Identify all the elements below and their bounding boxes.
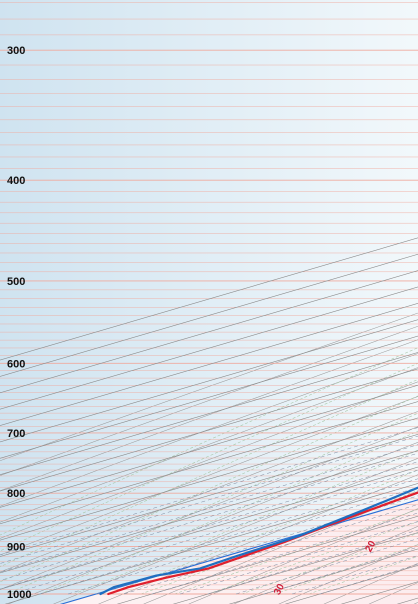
mixing-ratio-line <box>0 427 418 556</box>
mixing-ratio-line <box>95 495 418 595</box>
pressure-tick-label: 400 <box>7 175 25 187</box>
isotherm-labels: -50-40-30-20-100102030 <box>272 539 378 597</box>
mixing-ratio-line <box>207 529 418 595</box>
dry-adiabat-line <box>53 457 418 604</box>
mixing-ratio-line <box>11 469 418 595</box>
dry-adiabat-line <box>98 474 418 604</box>
mixing-ratio-line <box>0 452 418 581</box>
mixing-ratio-line <box>0 461 418 590</box>
moist-adiabat-line <box>39 430 418 595</box>
pressure-tick-label: 500 <box>7 276 25 288</box>
mixing-ratio-lines <box>0 427 418 595</box>
isotherm-line <box>116 515 418 604</box>
moist-adiabat-line <box>174 508 418 595</box>
mixing-ratio-line <box>123 504 418 595</box>
pressure-tick-label: 800 <box>7 488 25 500</box>
pressure-tick-label: 900 <box>7 541 25 553</box>
mixing-ratio-line <box>67 487 418 595</box>
dry-adiabat-line <box>233 526 418 604</box>
pressure-tick-label: 600 <box>7 358 25 370</box>
moist-adiabat-line <box>6 412 418 595</box>
pressure-labels: 2003004005006007008009001000 <box>7 45 31 601</box>
profile-series <box>99 486 418 596</box>
isotherm-label: 20 <box>363 539 378 554</box>
pressure-tick-label: 1000 <box>7 589 31 601</box>
mixing-ratio-line <box>235 538 418 595</box>
dry-adiabat-line <box>143 491 418 604</box>
pressure-tick-label: 700 <box>7 428 25 440</box>
dewpoint-line <box>99 486 418 596</box>
moist-adiabat-line <box>107 469 418 595</box>
isotherm-label: 30 <box>272 582 287 597</box>
mixing-ratio-line <box>151 512 418 595</box>
mixing-ratio-line <box>0 435 418 564</box>
mixing-ratio-line <box>39 478 418 595</box>
dry-adiabat-line <box>188 508 418 604</box>
mixing-ratio-line <box>0 444 418 573</box>
mixing-ratio-line <box>179 521 418 595</box>
moist-adiabat-line <box>73 449 418 595</box>
pressure-tick-label: 300 <box>7 45 25 57</box>
